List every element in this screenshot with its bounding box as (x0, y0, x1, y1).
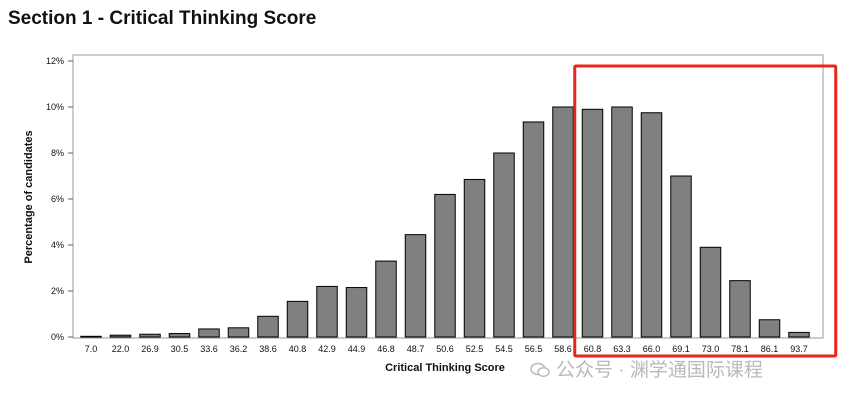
bar (552, 106, 574, 338)
watermark: 公众号 · 渊学通国际课程 (530, 355, 763, 382)
x-tick-label: 26.9 (141, 344, 159, 354)
x-tick-label: 50.6 (436, 344, 454, 354)
x-axis-tick-labels: 7.0 22.0 26.9 30.5 33.6 36.2 38.6 40.8 42.9 44.9 4… (85, 344, 808, 354)
x-tick-label: 33.6 (200, 344, 218, 354)
bar (581, 108, 604, 338)
y-tick-label: 12% (46, 56, 64, 66)
bar (522, 121, 545, 338)
x-tick-label: 44.9 (348, 344, 366, 354)
bar (198, 328, 220, 338)
bar (109, 334, 132, 338)
y-tick-label: 6% (51, 194, 64, 204)
bar (670, 175, 692, 338)
x-tick-label: 38.6 (259, 344, 277, 354)
page-title: Section 1 - Critical Thinking Score (8, 8, 317, 29)
bar (758, 319, 781, 338)
x-tick-label: 93.7 (790, 344, 808, 354)
x-tick-label: 58.6 (554, 344, 572, 354)
x-tick-label: 73.0 (702, 344, 720, 354)
x-tick-label: 40.8 (289, 344, 307, 354)
y-tick-label: 10% (46, 102, 64, 112)
x-tick-label: 36.2 (230, 344, 248, 354)
y-tick-label: 2% (51, 286, 64, 296)
x-tick-label: 60.8 (584, 344, 602, 354)
x-tick-label: 56.5 (525, 344, 543, 354)
wechat-icon (530, 362, 550, 378)
bar (227, 327, 250, 338)
bar (729, 280, 751, 338)
x-tick-label: 78.1 (731, 344, 749, 354)
y-tick-label: 4% (51, 240, 64, 250)
watermark-text: 公众号 · 渊学通国际课程 (556, 360, 763, 381)
bars (80, 106, 810, 338)
x-tick-label: 30.5 (171, 344, 189, 354)
x-axis-label: Critical Thinking Score (385, 362, 505, 374)
bar (699, 246, 722, 338)
x-tick-label: 66.0 (643, 344, 661, 354)
y-axis-label: Percentage of candidates (23, 130, 35, 263)
bar (493, 152, 515, 338)
x-tick-label: 63.3 (613, 344, 631, 354)
y-axis: 0% 2% 4% 6% 8% 10% 12% (46, 56, 73, 342)
plot-frame (72, 54, 824, 339)
bar (788, 331, 810, 338)
x-tick-label: 86.1 (761, 344, 779, 354)
bar (257, 315, 279, 338)
x-tick-label: 54.5 (495, 344, 513, 354)
x-tick-label: 69.1 (672, 344, 690, 354)
bar (404, 234, 427, 338)
y-tick-label: 8% (51, 148, 64, 158)
bar (434, 193, 456, 338)
x-tick-label: 7.0 (85, 344, 98, 354)
bar (375, 260, 397, 338)
bar (345, 287, 368, 338)
x-tick-label: 52.5 (466, 344, 484, 354)
bar (316, 285, 338, 338)
x-tick-label: 46.8 (377, 344, 395, 354)
bar (640, 112, 663, 338)
x-tick-label: 48.7 (407, 344, 425, 354)
x-tick-label: 42.9 (318, 344, 336, 354)
highlight-box (573, 64, 838, 358)
bar (80, 335, 102, 338)
x-tick-label: 22.0 (112, 344, 130, 354)
bar (611, 106, 633, 338)
bar (168, 333, 191, 338)
bar (463, 178, 486, 338)
bar (286, 300, 309, 338)
y-tick-label: 0% (51, 332, 64, 342)
bar (139, 333, 161, 338)
